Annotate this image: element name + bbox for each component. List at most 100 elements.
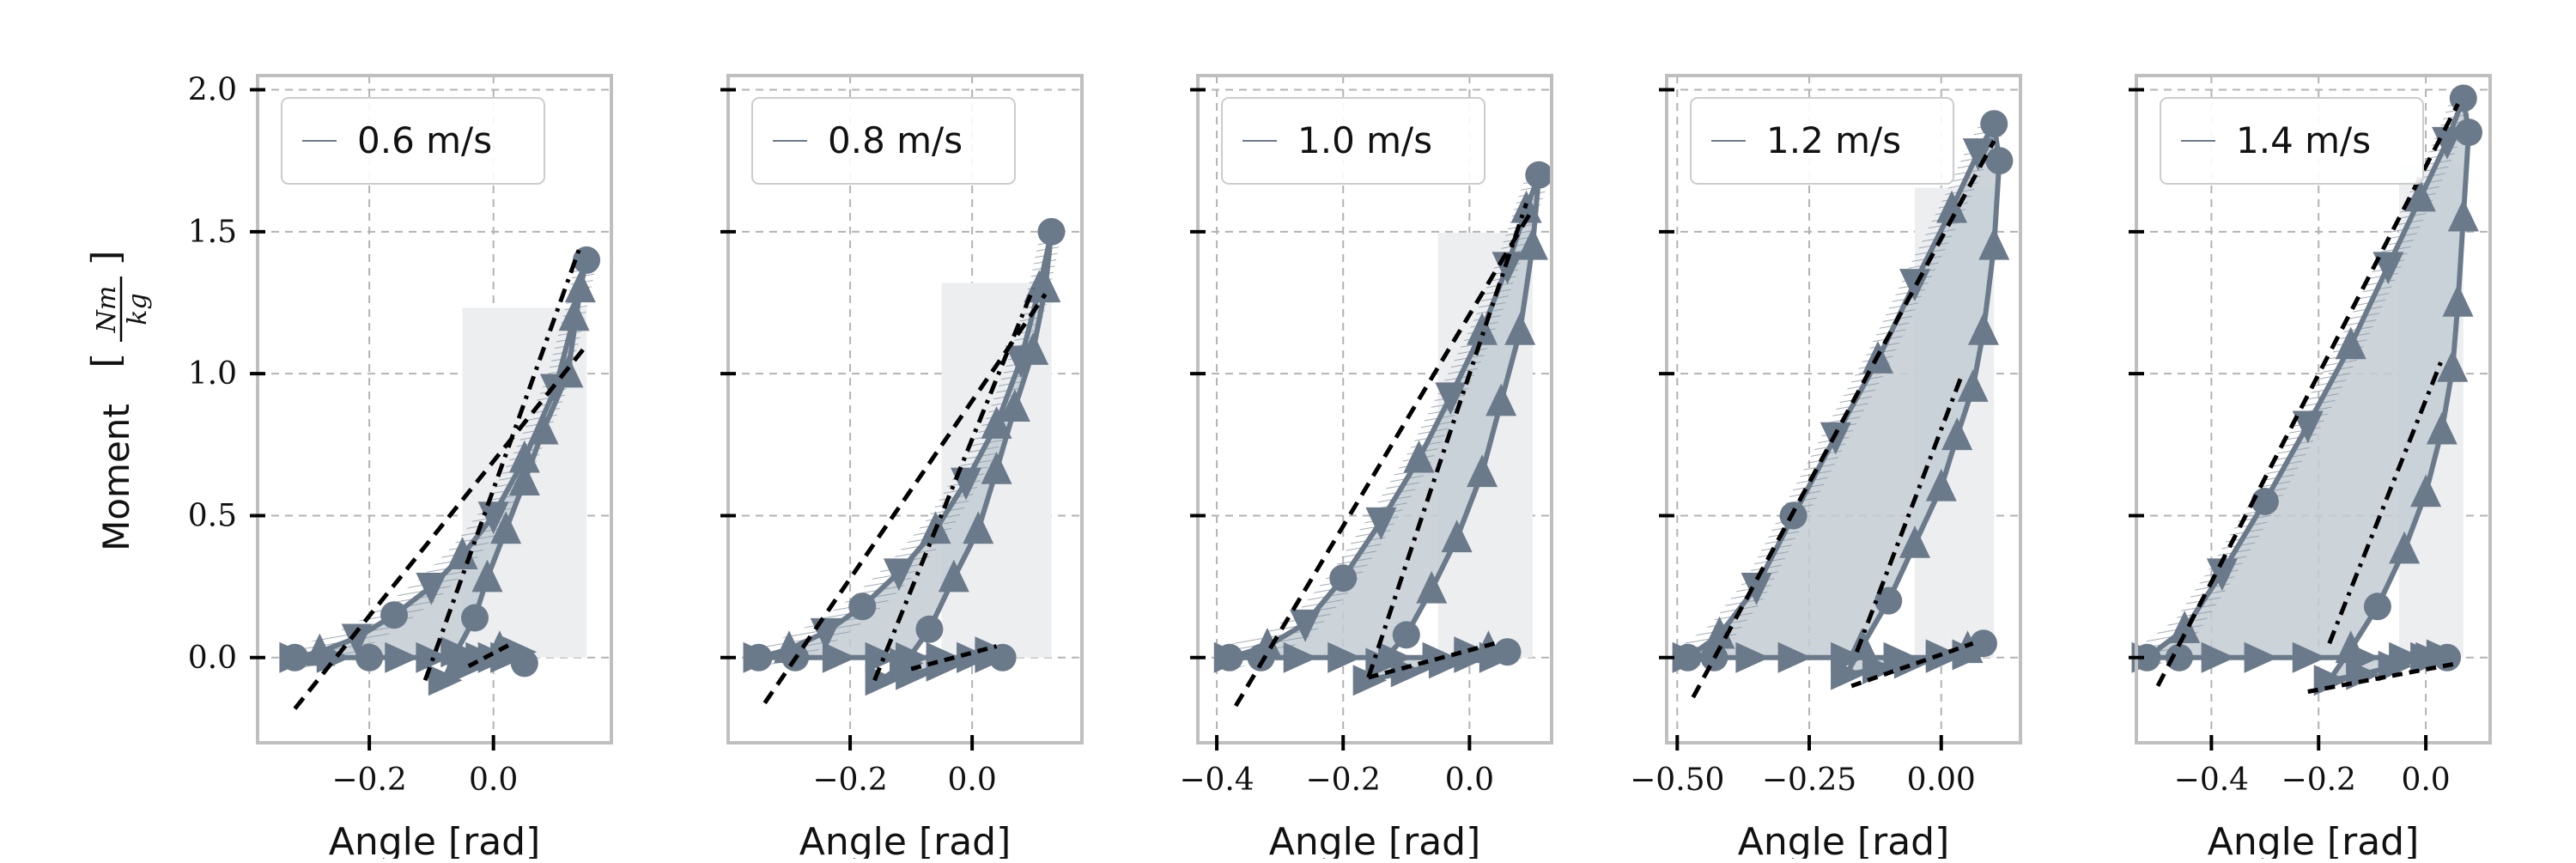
triangle-marker [564, 270, 596, 303]
x-tick-label: −0.4 [2174, 763, 2249, 798]
x-tick-label: −0.2 [331, 763, 406, 798]
triangle-marker [527, 411, 559, 445]
triangle-marker [1516, 227, 1548, 260]
triangle-marker [1416, 570, 1448, 604]
triangle-marker [2131, 641, 2166, 673]
triangle-marker [1862, 653, 1897, 685]
triangle-marker [447, 641, 482, 673]
circle-marker [460, 604, 489, 632]
triangle-marker [558, 298, 590, 331]
triangle-marker [1820, 422, 1851, 455]
x-tick-label: 0.0 [2401, 763, 2450, 798]
subplot-1: 0.0 0.5 1.0 1.5 2.0 −0.2 0.0 Angle [rad] 0.6 m/s [188, 73, 613, 863]
triangle-marker [2389, 641, 2423, 673]
legend-box [281, 97, 545, 185]
triangle-marker [2346, 641, 2380, 673]
legend-label: 0.6 m/s [357, 119, 492, 161]
fit-line [2327, 358, 2445, 645]
triangle-marker [416, 572, 447, 605]
x-tick-label: −0.25 [1762, 763, 1856, 798]
triangle-marker [1741, 572, 1772, 605]
circle-marker [1392, 621, 1420, 649]
x-axis-label: Angle [rad] [2208, 820, 2420, 859]
triangle-marker [279, 641, 313, 673]
fit-line [293, 343, 589, 710]
triangle-marker [341, 623, 373, 657]
fit-line [2307, 660, 2459, 694]
triangle-marker [1883, 641, 1918, 673]
triangle-marker [2404, 179, 2436, 212]
y-label-bracket-close: ] [84, 250, 128, 264]
triangle-marker [428, 665, 463, 696]
triangle-marker [1672, 641, 1707, 673]
circle-marker [915, 615, 944, 643]
triangle-marker [957, 641, 991, 673]
legend: 1.2 m/s [1690, 97, 1954, 185]
triangle-marker [926, 641, 961, 673]
triangle-marker [2372, 252, 2404, 285]
triangle-marker [1504, 312, 1536, 345]
y-tick-label: 0.0 [188, 641, 237, 676]
triangle-marker [883, 558, 914, 592]
triangle-marker [508, 440, 540, 473]
x-tick-label: 0.0 [469, 763, 518, 798]
triangle-marker [2410, 474, 2442, 507]
y-axis-label-text: Moment [95, 404, 137, 551]
x-tick-label: 0.0 [948, 763, 997, 798]
subplot-5: −0.4 −0.2 0.0 Angle [rad] 1.4 m/s [2129, 74, 2492, 863]
triangle-marker [2244, 641, 2279, 673]
y-axis-label-unit-num: Nm [92, 286, 122, 334]
legend-label: 1.2 m/s [1766, 119, 1901, 161]
triangle-marker [938, 559, 969, 593]
triangle-marker [1283, 641, 1318, 673]
triangle-marker [2292, 641, 2327, 673]
triangle-marker [1030, 270, 1061, 303]
triangle-marker [2389, 531, 2421, 564]
triangle-marker [1390, 656, 1425, 688]
fit-line [467, 641, 513, 668]
triangle-marker [490, 511, 522, 544]
triangle-marker [1704, 616, 1735, 649]
legend-label: 1.0 m/s [1297, 119, 1432, 161]
circle-marker [1874, 586, 1903, 615]
circle-marker [1329, 564, 1358, 593]
triangle-marker [1777, 641, 1813, 673]
circle-marker [2165, 643, 2193, 672]
triangle-marker [1213, 641, 1249, 673]
triangle-marker [1957, 369, 1989, 402]
circle-marker [380, 601, 409, 629]
triangle-marker [471, 559, 503, 593]
triangle-marker [1962, 138, 1994, 171]
triangle-marker [1492, 252, 1523, 285]
triangle-marker [508, 463, 540, 496]
triangle-marker [1967, 312, 1999, 345]
triangle-marker [743, 641, 778, 673]
triangle-marker [1352, 665, 1388, 696]
triangle-marker [999, 389, 1030, 422]
x-axis-label: Angle [rad] [1269, 820, 1481, 859]
axes-frame [2135, 74, 2492, 744]
x-axis-label: Angle [rad] [1738, 820, 1950, 859]
circle-marker [2363, 593, 2391, 621]
triangle-marker [1978, 227, 2010, 260]
triangle-marker [963, 511, 994, 544]
y-tick-label: 1.5 [188, 215, 237, 250]
triangle-marker [1941, 417, 1973, 451]
triangle-marker [2432, 126, 2464, 160]
triangle-marker [1479, 641, 1514, 673]
y-tick-label: 1.0 [188, 356, 237, 392]
fit-line [1855, 373, 1965, 653]
circle-marker [1980, 110, 2008, 138]
y-tick-label: 0.5 [188, 498, 237, 533]
x-axis-label: Angle [rad] [799, 820, 1012, 859]
y-axis-label-unit-den: kg [123, 293, 153, 325]
triangle-marker [822, 641, 857, 673]
loop-fill-area [2147, 98, 2470, 681]
fit-line [1691, 139, 1996, 699]
axes-frame [1665, 74, 2022, 744]
loop-fill-area [1229, 174, 1540, 681]
triangle-marker [2292, 410, 2324, 444]
triangle-marker [1735, 641, 1770, 673]
